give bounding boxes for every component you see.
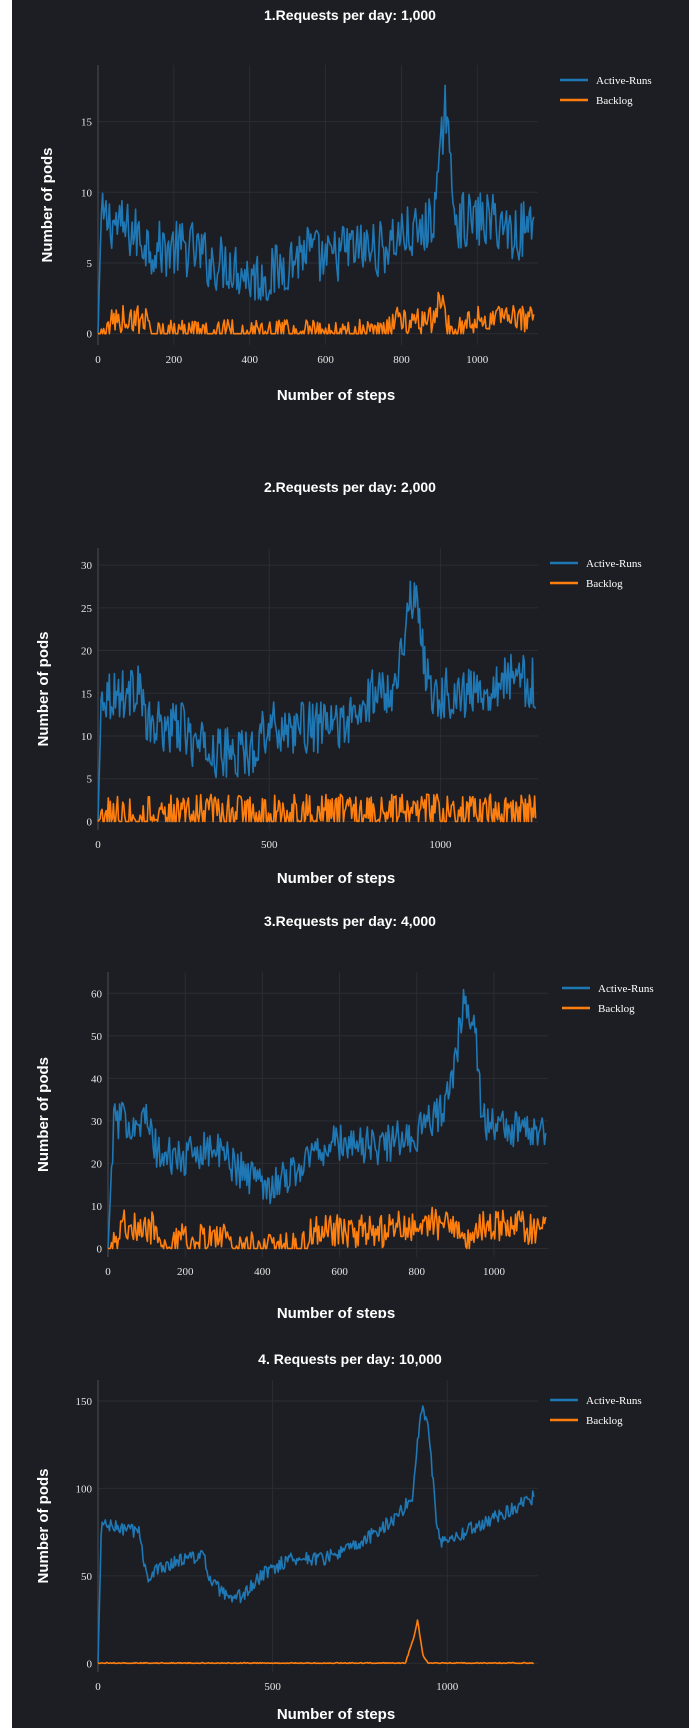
x-tick-label: 400 — [254, 1266, 271, 1278]
y-tick-label: 40 — [91, 1073, 103, 1085]
y-tick-label: 150 — [76, 1396, 93, 1408]
series-line-active-runs — [107, 988, 547, 1249]
y-tick-label: 30 — [91, 1116, 103, 1128]
legend-label-active-runs: Active-Runs — [586, 1395, 642, 1407]
y-axis-label: Number of pods — [35, 632, 52, 747]
legend-label-active-runs: Active-Runs — [586, 558, 642, 570]
x-tick-label: 600 — [317, 354, 334, 366]
x-axis-label: Number of steps — [277, 870, 395, 887]
x-axis-label: Number of steps — [277, 1706, 395, 1723]
x-tick-label: 500 — [261, 839, 278, 851]
y-tick-label: 0 — [87, 816, 93, 828]
y-tick-label: 20 — [81, 646, 93, 658]
x-tick-label: 200 — [177, 1266, 194, 1278]
y-tick-label: 0 — [97, 1243, 103, 1255]
y-tick-label: 15 — [81, 117, 93, 129]
y-tick-label: 10 — [91, 1201, 103, 1213]
y-axis-label: Number of pods — [35, 1469, 52, 1584]
y-axis-label: Number of pods — [39, 148, 56, 263]
chart-panel-1: 0 5 10 15 0 200 400 600 800 1000 1.Requests per da… — [12, 0, 689, 449]
y-tick-label: 60 — [91, 988, 103, 1000]
series-line-backlog — [108, 1206, 547, 1250]
legend-label-active-runs: Active-Runs — [598, 983, 654, 995]
y-tick-label: 20 — [91, 1158, 103, 1170]
series-line-backlog — [98, 291, 535, 335]
y-tick-label: 50 — [91, 1031, 103, 1043]
legend-label-backlog: Backlog — [586, 1415, 623, 1427]
x-tick-label: 0 — [95, 1681, 101, 1693]
y-tick-label: 0 — [87, 329, 93, 341]
x-tick-label: 500 — [264, 1681, 281, 1693]
x-tick-label: 800 — [393, 354, 410, 366]
legend-label-backlog: Backlog — [598, 1003, 635, 1015]
legend-label-backlog: Backlog — [596, 95, 633, 107]
x-tick-label: 200 — [166, 354, 183, 366]
series-line-active-runs — [97, 1405, 535, 1664]
x-tick-label: 400 — [241, 354, 258, 366]
chart-title: 3.Requests per day: 4,000 — [264, 913, 436, 929]
x-tick-label: 0 — [105, 1266, 111, 1278]
y-tick-label: 5 — [87, 774, 93, 786]
legend-label-backlog: Backlog — [586, 578, 623, 590]
series-line-active-runs — [97, 84, 535, 334]
x-tick-label: 600 — [331, 1266, 348, 1278]
y-tick-label: 5 — [87, 258, 93, 270]
y-tick-label: 10 — [81, 187, 93, 199]
y-tick-label: 100 — [76, 1483, 93, 1495]
y-tick-label: 0 — [87, 1658, 93, 1670]
panel-background — [12, 449, 689, 891]
chart-panel-4: 0 50 100 150 0 500 1000 4. Requests per day: 10… — [12, 1318, 689, 1728]
x-tick-label: 1000 — [436, 1681, 459, 1693]
x-tick-label: 800 — [409, 1266, 426, 1278]
series-line-active-runs — [97, 580, 537, 822]
x-tick-label: 1000 — [483, 1266, 506, 1278]
panel-background — [12, 0, 689, 449]
chart-title: 4. Requests per day: 10,000 — [258, 1351, 442, 1367]
y-tick-label: 25 — [81, 603, 93, 615]
y-tick-label: 10 — [81, 731, 93, 743]
y-axis-label: Number of pods — [35, 1057, 52, 1172]
x-tick-label: 0 — [95, 354, 101, 366]
panel-background — [12, 1318, 689, 1728]
chart-title: 2.Requests per day: 2,000 — [264, 479, 436, 495]
y-tick-label: 30 — [81, 560, 93, 572]
chart-title: 1.Requests per day: 1,000 — [264, 7, 436, 23]
legend-label-active-runs: Active-Runs — [596, 75, 652, 87]
y-tick-label: 15 — [81, 688, 93, 700]
x-tick-label: 0 — [95, 839, 101, 851]
chart-panel-2: 0 5 10 15 20 25 30 0 500 1000 2.Requests per day: … — [12, 449, 689, 891]
x-tick-label: 1000 — [466, 354, 489, 366]
y-tick-label: 50 — [81, 1571, 93, 1583]
x-axis-label: Number of steps — [277, 1305, 395, 1322]
series-line-backlog — [97, 793, 537, 823]
series-line-backlog — [98, 1619, 534, 1665]
x-tick-label: 1000 — [429, 839, 452, 851]
x-axis-label: Number of steps — [277, 387, 395, 404]
panel-background — [12, 891, 689, 1318]
